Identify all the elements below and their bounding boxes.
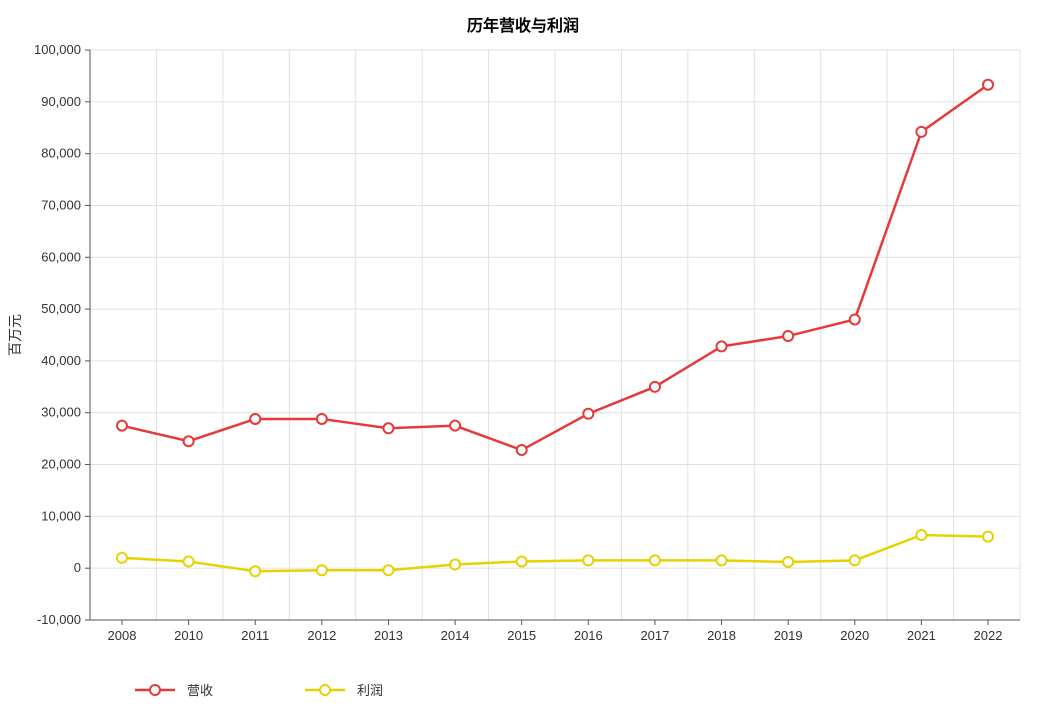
legend-label: 营收 [187, 683, 213, 698]
xtick-label: 2016 [574, 628, 603, 643]
xtick-label: 2022 [974, 628, 1003, 643]
xtick-label: 2014 [441, 628, 470, 643]
xtick-label: 2011 [241, 628, 269, 643]
ytick-label: 80,000 [41, 146, 81, 161]
ytick-label: 70,000 [41, 197, 81, 212]
data-point [983, 80, 993, 90]
data-point [450, 560, 460, 570]
data-point [650, 382, 660, 392]
y-axis-label: 百万元 [7, 314, 23, 356]
data-point [184, 556, 194, 566]
data-point [383, 565, 393, 575]
legend-label: 利润 [357, 683, 383, 698]
data-point [916, 530, 926, 540]
xtick-label: 2010 [174, 628, 203, 643]
data-point [383, 423, 393, 433]
ytick-label: 20,000 [41, 457, 81, 472]
ytick-label: 40,000 [41, 353, 81, 368]
xtick-label: 2012 [307, 628, 336, 643]
data-point [250, 414, 260, 424]
data-point [317, 565, 327, 575]
ytick-label: 90,000 [41, 94, 81, 109]
data-point [117, 421, 127, 431]
ytick-label: 60,000 [41, 249, 81, 264]
data-point [783, 557, 793, 567]
xtick-label: 2021 [907, 628, 936, 643]
data-point [450, 421, 460, 431]
data-point [650, 555, 660, 565]
data-point [916, 127, 926, 137]
data-point [783, 331, 793, 341]
data-point [317, 414, 327, 424]
data-point [983, 532, 993, 542]
data-point [583, 555, 593, 565]
xtick-label: 2019 [774, 628, 803, 643]
chart-container: -10,000 0 10,000 20,000 30,000 40,000 50,000 60… [0, 0, 1046, 720]
xtick-label: 2015 [507, 628, 536, 643]
data-point [250, 566, 260, 576]
data-point [583, 409, 593, 419]
xtick-label: 2008 [108, 628, 137, 643]
xtick-label: 2020 [840, 628, 869, 643]
data-point [517, 445, 527, 455]
ytick-label: 100,000 [34, 42, 81, 57]
ytick-label: -10,000 [37, 612, 81, 627]
data-point [850, 555, 860, 565]
data-point [717, 555, 727, 565]
data-point [517, 556, 527, 566]
data-point [717, 341, 727, 351]
data-point [850, 314, 860, 324]
xtick-label: 2017 [640, 628, 669, 643]
legend-marker [320, 685, 330, 695]
ytick-label: 0 [74, 560, 81, 575]
chart-svg: -10,000 0 10,000 20,000 30,000 40,000 50,000 60… [0, 0, 1046, 720]
ytick-label: 30,000 [41, 405, 81, 420]
ytick-label: 50,000 [41, 301, 81, 316]
ytick-label: 10,000 [41, 508, 81, 523]
data-point [184, 436, 194, 446]
xtick-label: 2013 [374, 628, 403, 643]
data-point [117, 553, 127, 563]
legend-marker [150, 685, 160, 695]
xtick-label: 2018 [707, 628, 736, 643]
